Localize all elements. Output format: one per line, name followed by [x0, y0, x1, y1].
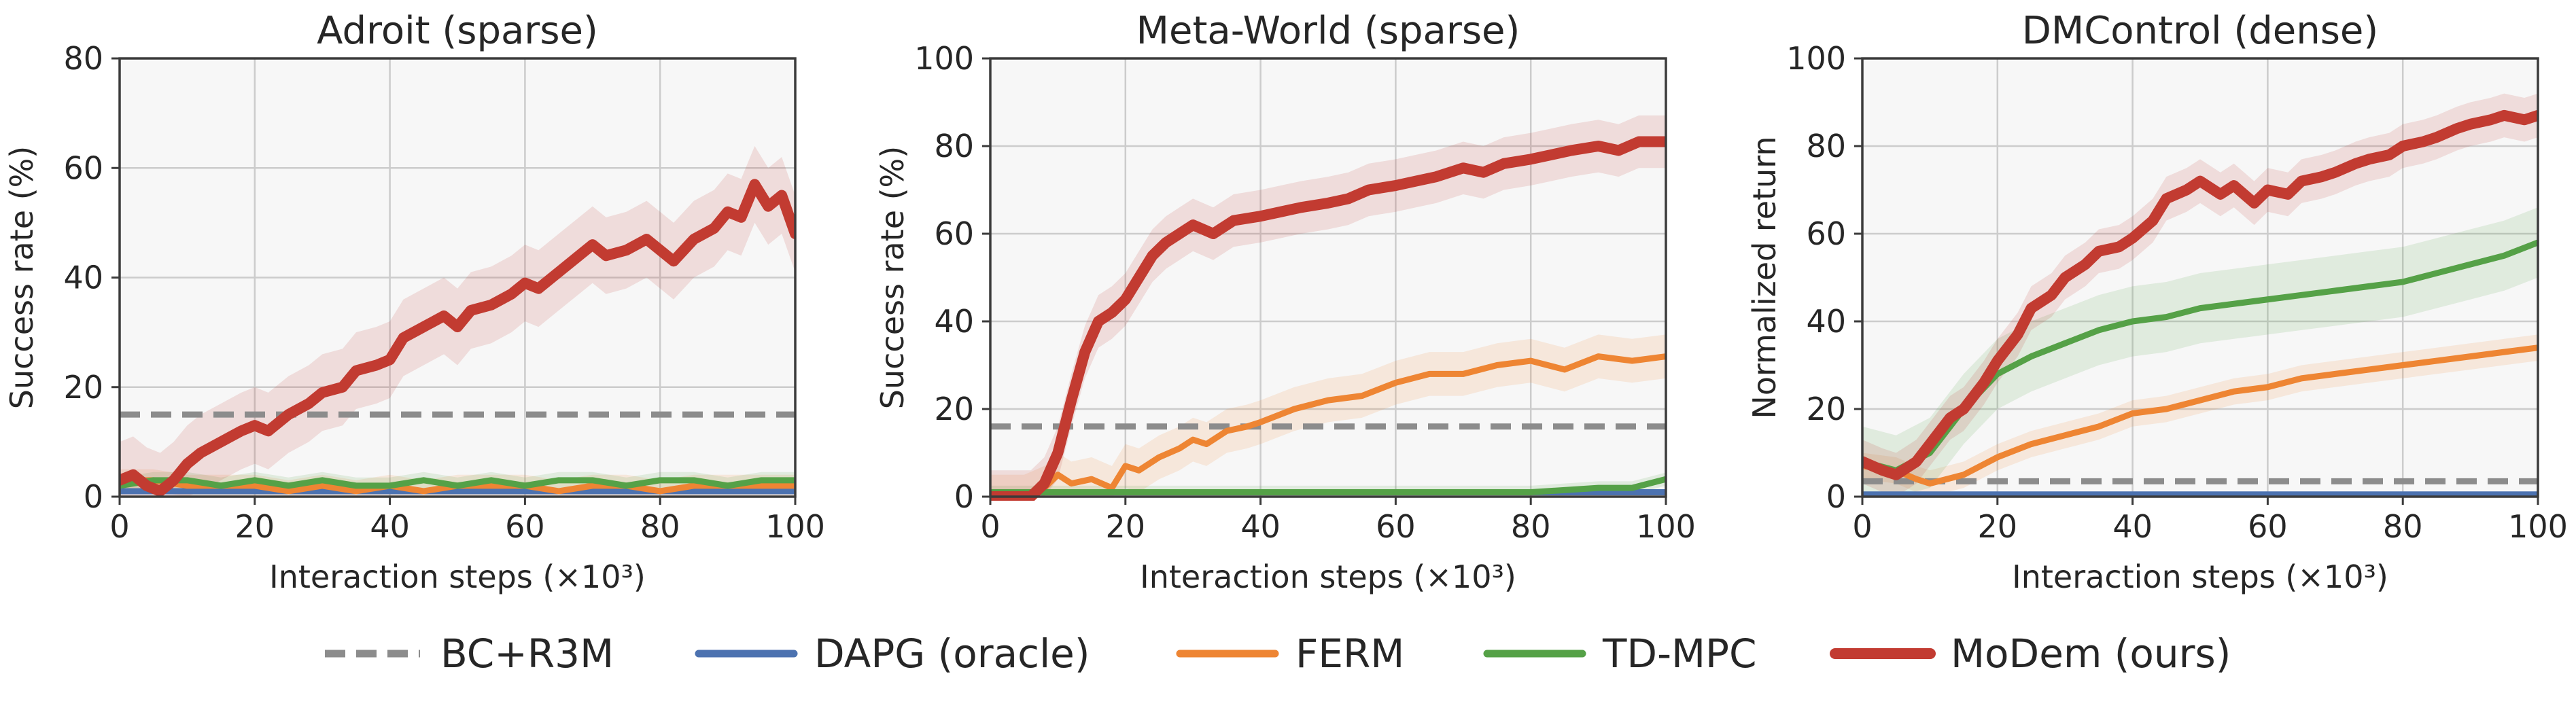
- x-tick-label: 20: [1106, 508, 1146, 545]
- x-axis-label: Interaction steps (×10³): [1140, 558, 1516, 595]
- y-tick-label: 100: [1786, 40, 1846, 77]
- legend-label: FERM: [1295, 631, 1404, 677]
- confidence-band: [1862, 207, 2538, 497]
- legend-item: DAPG (oracle): [695, 631, 1090, 677]
- x-tick-label: 100: [765, 508, 825, 545]
- x-tick-label: 20: [235, 508, 275, 545]
- x-tick-label: 80: [1511, 508, 1551, 545]
- y-tick-label: 80: [1806, 128, 1846, 164]
- y-axis-label: Success rate (%): [3, 146, 40, 409]
- series-line: [990, 476, 1666, 496]
- x-tick-label: 80: [640, 508, 680, 545]
- chart-title: Adroit (sparse): [317, 9, 598, 53]
- y-tick-label: 20: [63, 369, 103, 406]
- y-tick-label: 80: [934, 128, 974, 164]
- series-line: [1862, 344, 2538, 487]
- legend-item: MoDem (ours): [1830, 631, 2231, 677]
- legend-item: FERM: [1176, 631, 1404, 677]
- data-layer: [120, 146, 795, 497]
- y-tick-label: 0: [954, 478, 974, 515]
- y-axis-label: Success rate (%): [874, 146, 911, 409]
- y-tick-label: 100: [914, 40, 974, 77]
- y-tick-label: 60: [63, 149, 103, 186]
- y-tick-label: 80: [63, 40, 103, 77]
- x-axis-label: Interaction steps (×10³): [2012, 558, 2388, 595]
- y-tick-label: 40: [1806, 303, 1846, 340]
- y-axis-label: Normalized return: [1746, 136, 1783, 419]
- data-layer: [1862, 93, 2538, 498]
- chart-panel: 0 20 40 60 80 100 0 20 40 60 80 Adroit (sparse) Inte…: [3, 9, 825, 595]
- y-tick-label: 40: [934, 303, 974, 340]
- x-tick-label: 40: [1240, 508, 1281, 545]
- x-tick-label: 40: [370, 508, 410, 545]
- y-tick-label: 20: [934, 391, 974, 427]
- chart-title: DMControl (dense): [2022, 9, 2378, 53]
- series-line: [990, 353, 1666, 500]
- series-line: [120, 179, 795, 497]
- y-tick-label: 60: [934, 215, 974, 252]
- x-tick-label: 60: [505, 508, 545, 545]
- y-tick-label: 40: [63, 260, 103, 296]
- data-layer: [990, 115, 1666, 501]
- plot-area: [990, 58, 1666, 497]
- x-tick-label: 0: [1852, 508, 1872, 545]
- axes-frame: [1861, 57, 2539, 498]
- chart-title: Meta-World (sparse): [1136, 9, 1520, 53]
- x-axis-label: Interaction steps (×10³): [269, 558, 646, 595]
- x-tick-label: 100: [1636, 508, 1696, 545]
- x-tick-label: 20: [1978, 508, 2018, 545]
- x-tick-label: 60: [1376, 508, 1416, 545]
- x-tick-label: 80: [2383, 508, 2423, 545]
- y-tick-label: 60: [1806, 215, 1846, 252]
- confidence-band: [1862, 93, 2538, 497]
- legend-item: BC+R3M: [325, 631, 614, 677]
- confidence-band: [1862, 334, 2538, 497]
- x-tick-label: 100: [2508, 508, 2568, 545]
- x-tick-label: 40: [2112, 508, 2153, 545]
- x-tick-label: 60: [2248, 508, 2288, 545]
- chart-panels: 0 20 40 60 80 100 0 20 40 60 80 Adroit (sparse) Inte…: [3, 9, 2568, 595]
- legend-label: BC+R3M: [440, 631, 614, 677]
- series-line: [120, 477, 795, 489]
- y-tick-label: 0: [1826, 478, 1846, 515]
- y-tick-label: 20: [1806, 391, 1846, 427]
- legend-item: TD-MPC: [1483, 631, 1757, 677]
- legend: BC+R3M DAPG (oracle) FERM TD-MPC MoDem (ours…: [325, 631, 2231, 677]
- chart-panel: 0 20 40 60 80 100 0 20 40 60 80 100 DMControl (dense…: [1746, 9, 2568, 595]
- y-tick-label: 0: [84, 478, 103, 515]
- series-line: [1862, 109, 2538, 480]
- legend-label: DAPG (oracle): [814, 631, 1090, 677]
- axes-frame: [989, 57, 1667, 498]
- x-tick-label: 0: [980, 508, 1000, 545]
- legend-label: MoDem (ours): [1951, 631, 2231, 677]
- series-line: [990, 136, 1666, 501]
- chart-panel: 0 20 40 60 80 100 0 20 40 60 80 100 Meta-World (spar…: [874, 9, 1696, 595]
- legend-label: TD-MPC: [1602, 631, 1757, 677]
- x-tick-label: 0: [109, 508, 129, 545]
